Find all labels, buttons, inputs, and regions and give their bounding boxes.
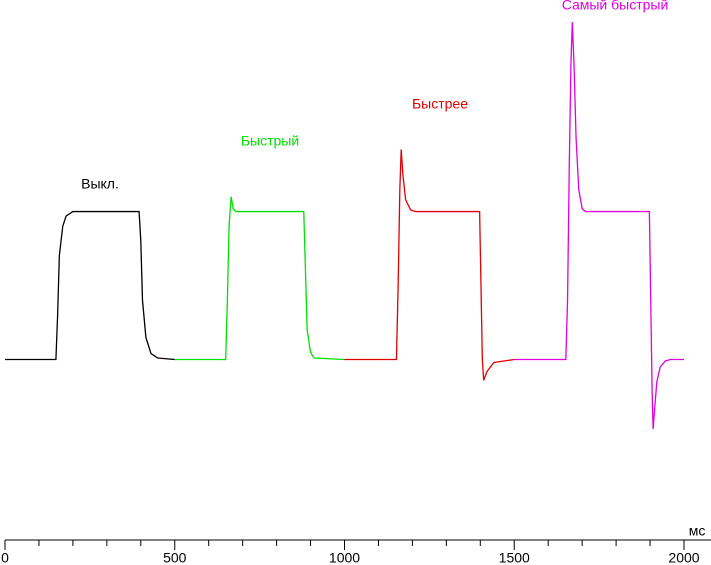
x-tick-label: 1000 xyxy=(329,550,360,565)
series-line xyxy=(514,22,684,430)
x-unit: мс xyxy=(689,523,706,539)
series-label: Выкл. xyxy=(81,176,119,192)
x-tick-label: 1500 xyxy=(499,550,530,565)
series-label: Быстрый xyxy=(241,133,299,149)
series-label: Быстрее xyxy=(412,96,468,112)
series-line xyxy=(174,196,345,361)
series-line xyxy=(5,210,175,361)
series-label: Самый быстрый xyxy=(562,0,669,13)
series-line xyxy=(344,149,515,381)
x-tick-label: 2000 xyxy=(668,550,699,565)
x-tick-label: 500 xyxy=(163,550,187,565)
x-tick-label: 0 xyxy=(1,550,9,565)
